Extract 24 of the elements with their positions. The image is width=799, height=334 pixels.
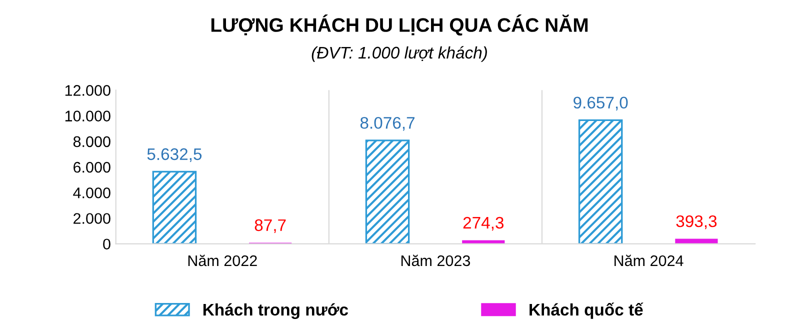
data-label: 274,3 bbox=[463, 216, 504, 231]
bar bbox=[578, 119, 623, 244]
data-label: 9.657,0 bbox=[574, 96, 628, 111]
y-tick-label: 6.000 bbox=[74, 162, 110, 173]
y-tick-label: 4.000 bbox=[73, 187, 110, 198]
x-tick-label: Năm 2023 bbox=[401, 254, 470, 266]
legend-label: Khách quốc tế bbox=[530, 302, 644, 319]
chart-subtitle: (ĐVT: 1.000 lượt khách) bbox=[312, 46, 487, 62]
bar bbox=[152, 170, 197, 244]
y-tick-label: 0 bbox=[103, 238, 110, 250]
chart-title: LƯỢNG KHÁCH DU LỊCH QUA CÁC NĂM bbox=[211, 14, 588, 36]
x-tick-label: Năm 2024 bbox=[614, 254, 684, 266]
y-tick-label: 2.000 bbox=[74, 213, 110, 224]
data-label: 5.632,5 bbox=[147, 148, 202, 162]
y-tick-label: 10.000 bbox=[65, 110, 110, 122]
x-tick-label: Năm 2022 bbox=[188, 254, 257, 266]
bar bbox=[675, 238, 718, 244]
data-label: 87,7 bbox=[254, 219, 286, 234]
legend-label: Khách trong nước bbox=[203, 303, 348, 319]
y-tick-label: 8.000 bbox=[73, 136, 110, 148]
bar bbox=[365, 140, 410, 244]
data-label: 8.076,7 bbox=[360, 116, 414, 131]
y-tick-label: 12.000 bbox=[65, 85, 110, 96]
data-label: 393,3 bbox=[676, 215, 717, 230]
